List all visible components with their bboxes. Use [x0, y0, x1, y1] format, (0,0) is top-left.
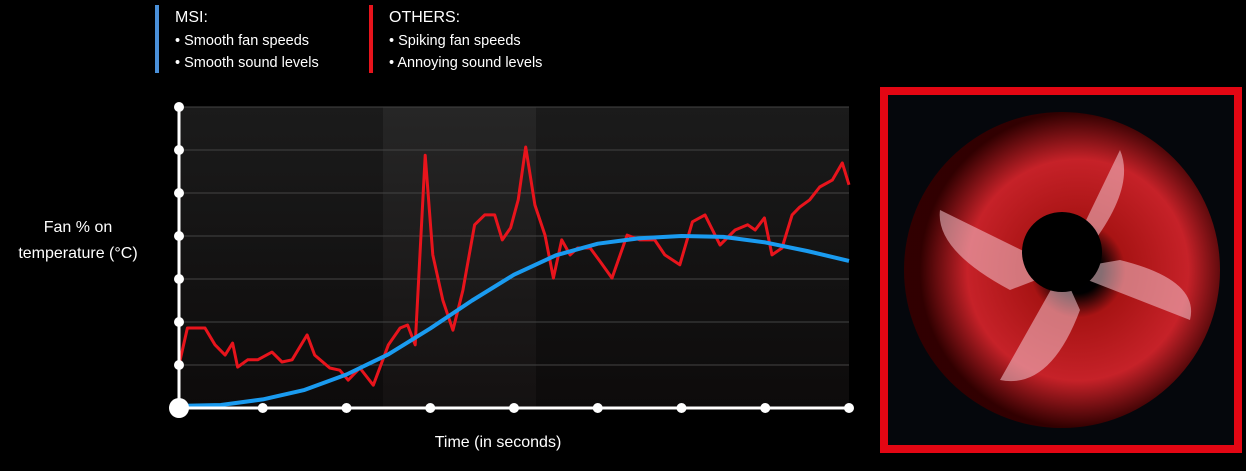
legend-title: OTHERS: — [389, 9, 460, 26]
legend-item: • Spiking fan speeds — [389, 33, 521, 49]
legend: MSI: • Smooth fan speeds • Smooth sound … — [155, 5, 542, 73]
y-tick — [174, 317, 184, 327]
x-tick — [844, 403, 854, 413]
legend-bar — [155, 5, 159, 73]
y-tick — [174, 360, 184, 370]
y-tick — [174, 145, 184, 155]
data-line — [177, 145, 851, 387]
x-tick — [169, 398, 189, 418]
x-tick — [341, 403, 352, 413]
x-tick — [760, 403, 771, 413]
x-tick — [509, 403, 519, 413]
x-axis-label: Time (in seconds) — [435, 434, 562, 451]
y-axis-label: temperature (°C) — [18, 245, 137, 262]
data-line — [178, 234, 850, 408]
x-tick — [676, 403, 687, 413]
y-tick — [174, 188, 184, 198]
legend-item: • Smooth fan speeds — [175, 33, 309, 49]
x-tick — [592, 403, 603, 413]
y-tick — [174, 102, 184, 112]
fan-photo — [880, 87, 1242, 453]
y-tick — [174, 231, 184, 241]
legend-item: • Annoying sound levels — [389, 55, 542, 71]
legend-title: MSI: — [175, 9, 208, 26]
legend-item: • Smooth sound levels — [175, 55, 319, 71]
legend-bar — [369, 5, 373, 73]
y-axis-label: Fan % on — [44, 219, 112, 236]
x-tick — [425, 403, 436, 413]
y-tick — [174, 274, 184, 284]
x-tick — [257, 403, 268, 413]
plot-background — [179, 107, 849, 408]
